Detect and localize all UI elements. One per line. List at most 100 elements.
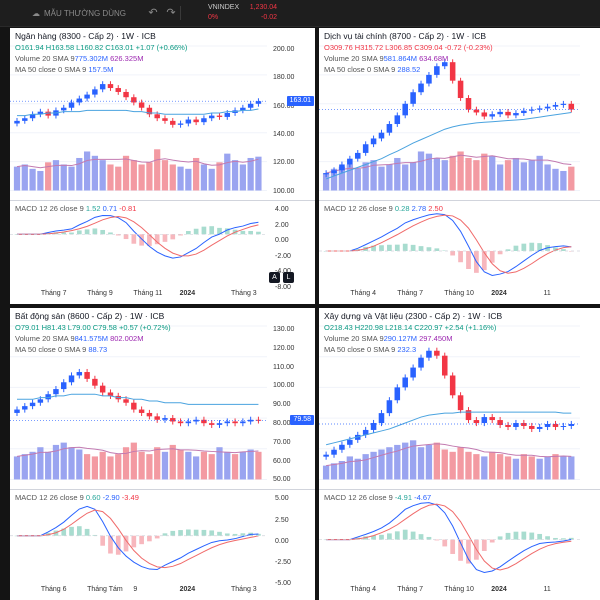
candle: [68, 102, 75, 108]
macd-histogram-bar: [418, 534, 424, 540]
redo-icon[interactable]: ↷: [166, 7, 176, 19]
macd-histogram-bar: [123, 535, 129, 552]
chart-panel-bank[interactable]: Ngân hàng (8300 - Cấp 2) · 1W · ICB O161.…: [10, 28, 315, 304]
chart-canvas[interactable]: [319, 28, 600, 304]
time-axis: Tháng 7 Tháng 9 Tháng 11 2024 Tháng 3: [10, 290, 267, 302]
chart-panel-realestate[interactable]: Bất động sản (8600 - Cấp 2) · 1W · ICB O7…: [10, 308, 315, 600]
candle: [513, 113, 519, 116]
candle: [331, 449, 337, 455]
macd-histogram-bar: [529, 532, 535, 540]
price-axis-tick: 100.00: [273, 187, 295, 195]
undo-icon[interactable]: ↶: [148, 7, 158, 19]
volume-bar: [552, 454, 559, 480]
candle: [536, 108, 543, 110]
price-axis-tick: 90.00: [273, 401, 291, 409]
time-axis-label: Tháng 4: [350, 586, 376, 593]
volume-bar: [504, 456, 512, 480]
macd-histogram-bar: [434, 539, 440, 541]
chart-panel-construction[interactable]: Xây dựng và Vật liệu (2300 - Cấp 2) · 1W…: [319, 308, 600, 600]
macd-histogram-bar: [186, 529, 191, 536]
volume-bar: [473, 160, 480, 191]
macd-legend-row: MACD 12 26 close 9 1.52 0.71 -0.81: [15, 203, 136, 214]
legend-ma: MA 50 close 0 SMA 9 232.3: [324, 344, 502, 355]
volume-label: Volume 20 SMA 9: [15, 54, 75, 63]
volume-bar: [346, 164, 354, 191]
top-toolbar: ☁ MẪU THƯỜNG DÙNG ↶ ↷ VNINDEX 1,230.04 0…: [0, 0, 600, 27]
macd-histogram-bar: [513, 245, 519, 251]
chart-canvas[interactable]: [10, 308, 315, 600]
macd-value-2: 0.71: [102, 204, 118, 214]
candle: [240, 107, 246, 111]
macd-histogram-bar: [513, 531, 519, 540]
macd-histogram-bar: [92, 228, 98, 235]
volume-bar: [338, 166, 346, 191]
macd-axis-tick: 5.00: [275, 495, 289, 503]
layout-selector-button[interactable]: ☁ MẪU THƯỜNG DÙNG: [27, 5, 131, 21]
ohlc-close: C220.97: [414, 323, 443, 332]
legend-volume: Volume 20 SMA 9775.302M 626.325M: [15, 53, 189, 64]
macd-axis-tick: 4.00: [275, 206, 289, 214]
volume-bar: [528, 160, 535, 191]
volume-bar: [130, 160, 137, 191]
macd-value-1: 1.52: [85, 204, 101, 214]
candle: [521, 110, 527, 114]
macd-histogram-bar: [481, 539, 487, 551]
macd-histogram-bar: [371, 245, 376, 251]
volume-bar: [13, 166, 21, 191]
candle: [61, 382, 67, 390]
candle: [115, 88, 121, 92]
price-axis-tick: 60.00: [273, 457, 291, 465]
macd-histogram-bar: [402, 529, 408, 540]
macd-histogram-bar: [84, 229, 90, 235]
volume-bar: [76, 157, 83, 191]
vnindex-ticker[interactable]: VNINDEX 1,230.04 0% -0.02: [205, 2, 280, 24]
macd-histogram-bar: [371, 535, 376, 540]
macd-value-3: -0.81: [119, 204, 137, 214]
macd-axis-tick: 0.00: [275, 237, 289, 245]
candle: [441, 62, 448, 67]
candle: [99, 385, 106, 393]
volume-bar: [544, 456, 551, 480]
candle: [339, 164, 345, 171]
candle: [505, 424, 511, 427]
macd-histogram-bar: [521, 243, 527, 251]
ohlc-low: L79.00: [67, 323, 91, 332]
candle: [489, 417, 495, 421]
volume-bar: [322, 465, 330, 480]
volume-bar: [177, 166, 184, 191]
chart-canvas[interactable]: [10, 28, 315, 304]
log-scale-button[interactable]: L: [283, 272, 294, 283]
volume-bar: [528, 456, 535, 480]
time-axis-label: Tháng 10: [444, 586, 474, 593]
macd-value-1: -4.91: [394, 493, 412, 503]
legend-volume: Volume 20 SMA 9290.127M 297.450M: [324, 333, 502, 344]
macd-histogram-bar: [489, 250, 495, 263]
volume-bar: [83, 151, 91, 191]
chart-canvas[interactable]: [319, 308, 600, 600]
candle: [255, 419, 262, 421]
time-axis-label: Tháng 7: [397, 586, 423, 593]
volume-value-1: 841.575M: [74, 334, 108, 343]
volume-value-1: 775.302M: [74, 54, 108, 63]
macd-histogram-bar: [217, 227, 222, 235]
auto-scale-button[interactable]: A: [269, 272, 280, 283]
candle: [146, 412, 153, 417]
volume-bar: [146, 454, 153, 480]
candle: [339, 444, 345, 450]
ohlc-close: C79.58: [92, 323, 117, 332]
candle: [560, 425, 567, 427]
volume-sma-line: [325, 154, 572, 174]
macd-histogram-bar: [178, 530, 183, 536]
macd-legend-row: MACD 12 26 close 9 -4.91 -4.67: [324, 492, 431, 503]
macd-histogram-bar: [410, 244, 416, 251]
volume-bar: [552, 168, 559, 191]
chart-panel-fin[interactable]: Dịch vụ tài chính (8700 - Cấp 2) · 1W · …: [319, 28, 600, 304]
volume-bar: [449, 155, 456, 191]
macd-histogram-bar: [505, 532, 511, 540]
ohlc-open: O161.94: [15, 43, 44, 52]
candle: [123, 91, 129, 98]
volume-bar: [37, 170, 44, 191]
volume-sma-line: [326, 443, 572, 467]
volume-bar: [568, 166, 575, 191]
volume-bar: [425, 153, 433, 191]
